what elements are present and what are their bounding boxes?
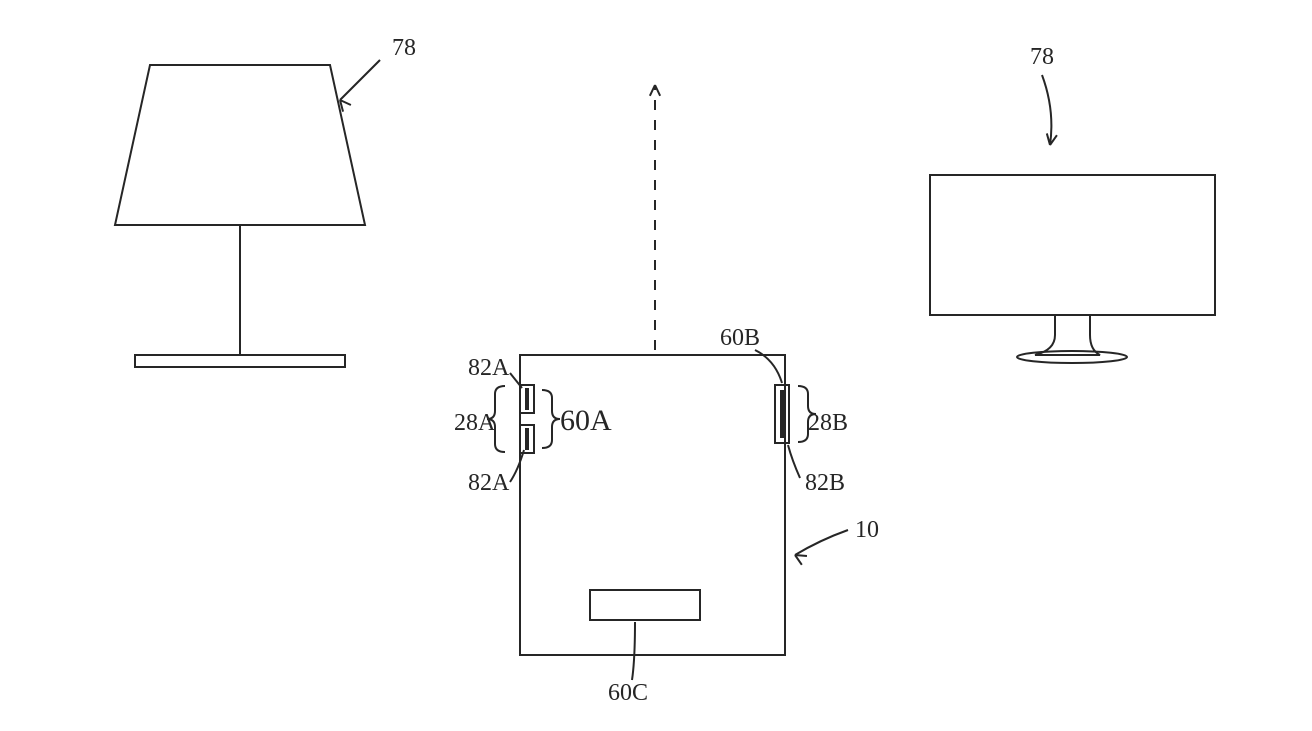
monitor-screen [930,175,1215,315]
left-sensor-tick [525,388,529,410]
label-82A-bottom: 82A [468,470,510,496]
label-78-right: 78 [1030,44,1054,70]
patent-figure: 78 78 82A 28A 82A 60A 60B 28B 82B 10 60C [0,0,1312,731]
leader-60C [632,622,635,680]
label-78-left: 78 [392,35,416,61]
label-28B: 28B [808,410,848,436]
lamp-base [135,355,345,367]
monitor-stand [1035,315,1100,355]
label-28A: 28A [454,410,496,436]
device-body [520,355,785,655]
monitor-base [1017,351,1127,363]
leader-82A-bot [510,450,524,482]
label-60B: 60B [720,325,760,351]
leader-10 [795,530,848,555]
left-sensor-tick [525,428,529,450]
leader-82B [788,445,800,478]
label-60A: 60A [560,404,612,437]
right-sensor-tick [780,390,784,438]
label-60C: 60C [608,680,648,706]
lamp-shade [115,65,365,225]
brace [542,390,560,448]
leader-78-left [340,60,380,100]
label-10: 10 [855,517,879,543]
label-82A-top: 82A [468,355,510,381]
label-82B: 82B [805,470,845,496]
bottom-component [590,590,700,620]
